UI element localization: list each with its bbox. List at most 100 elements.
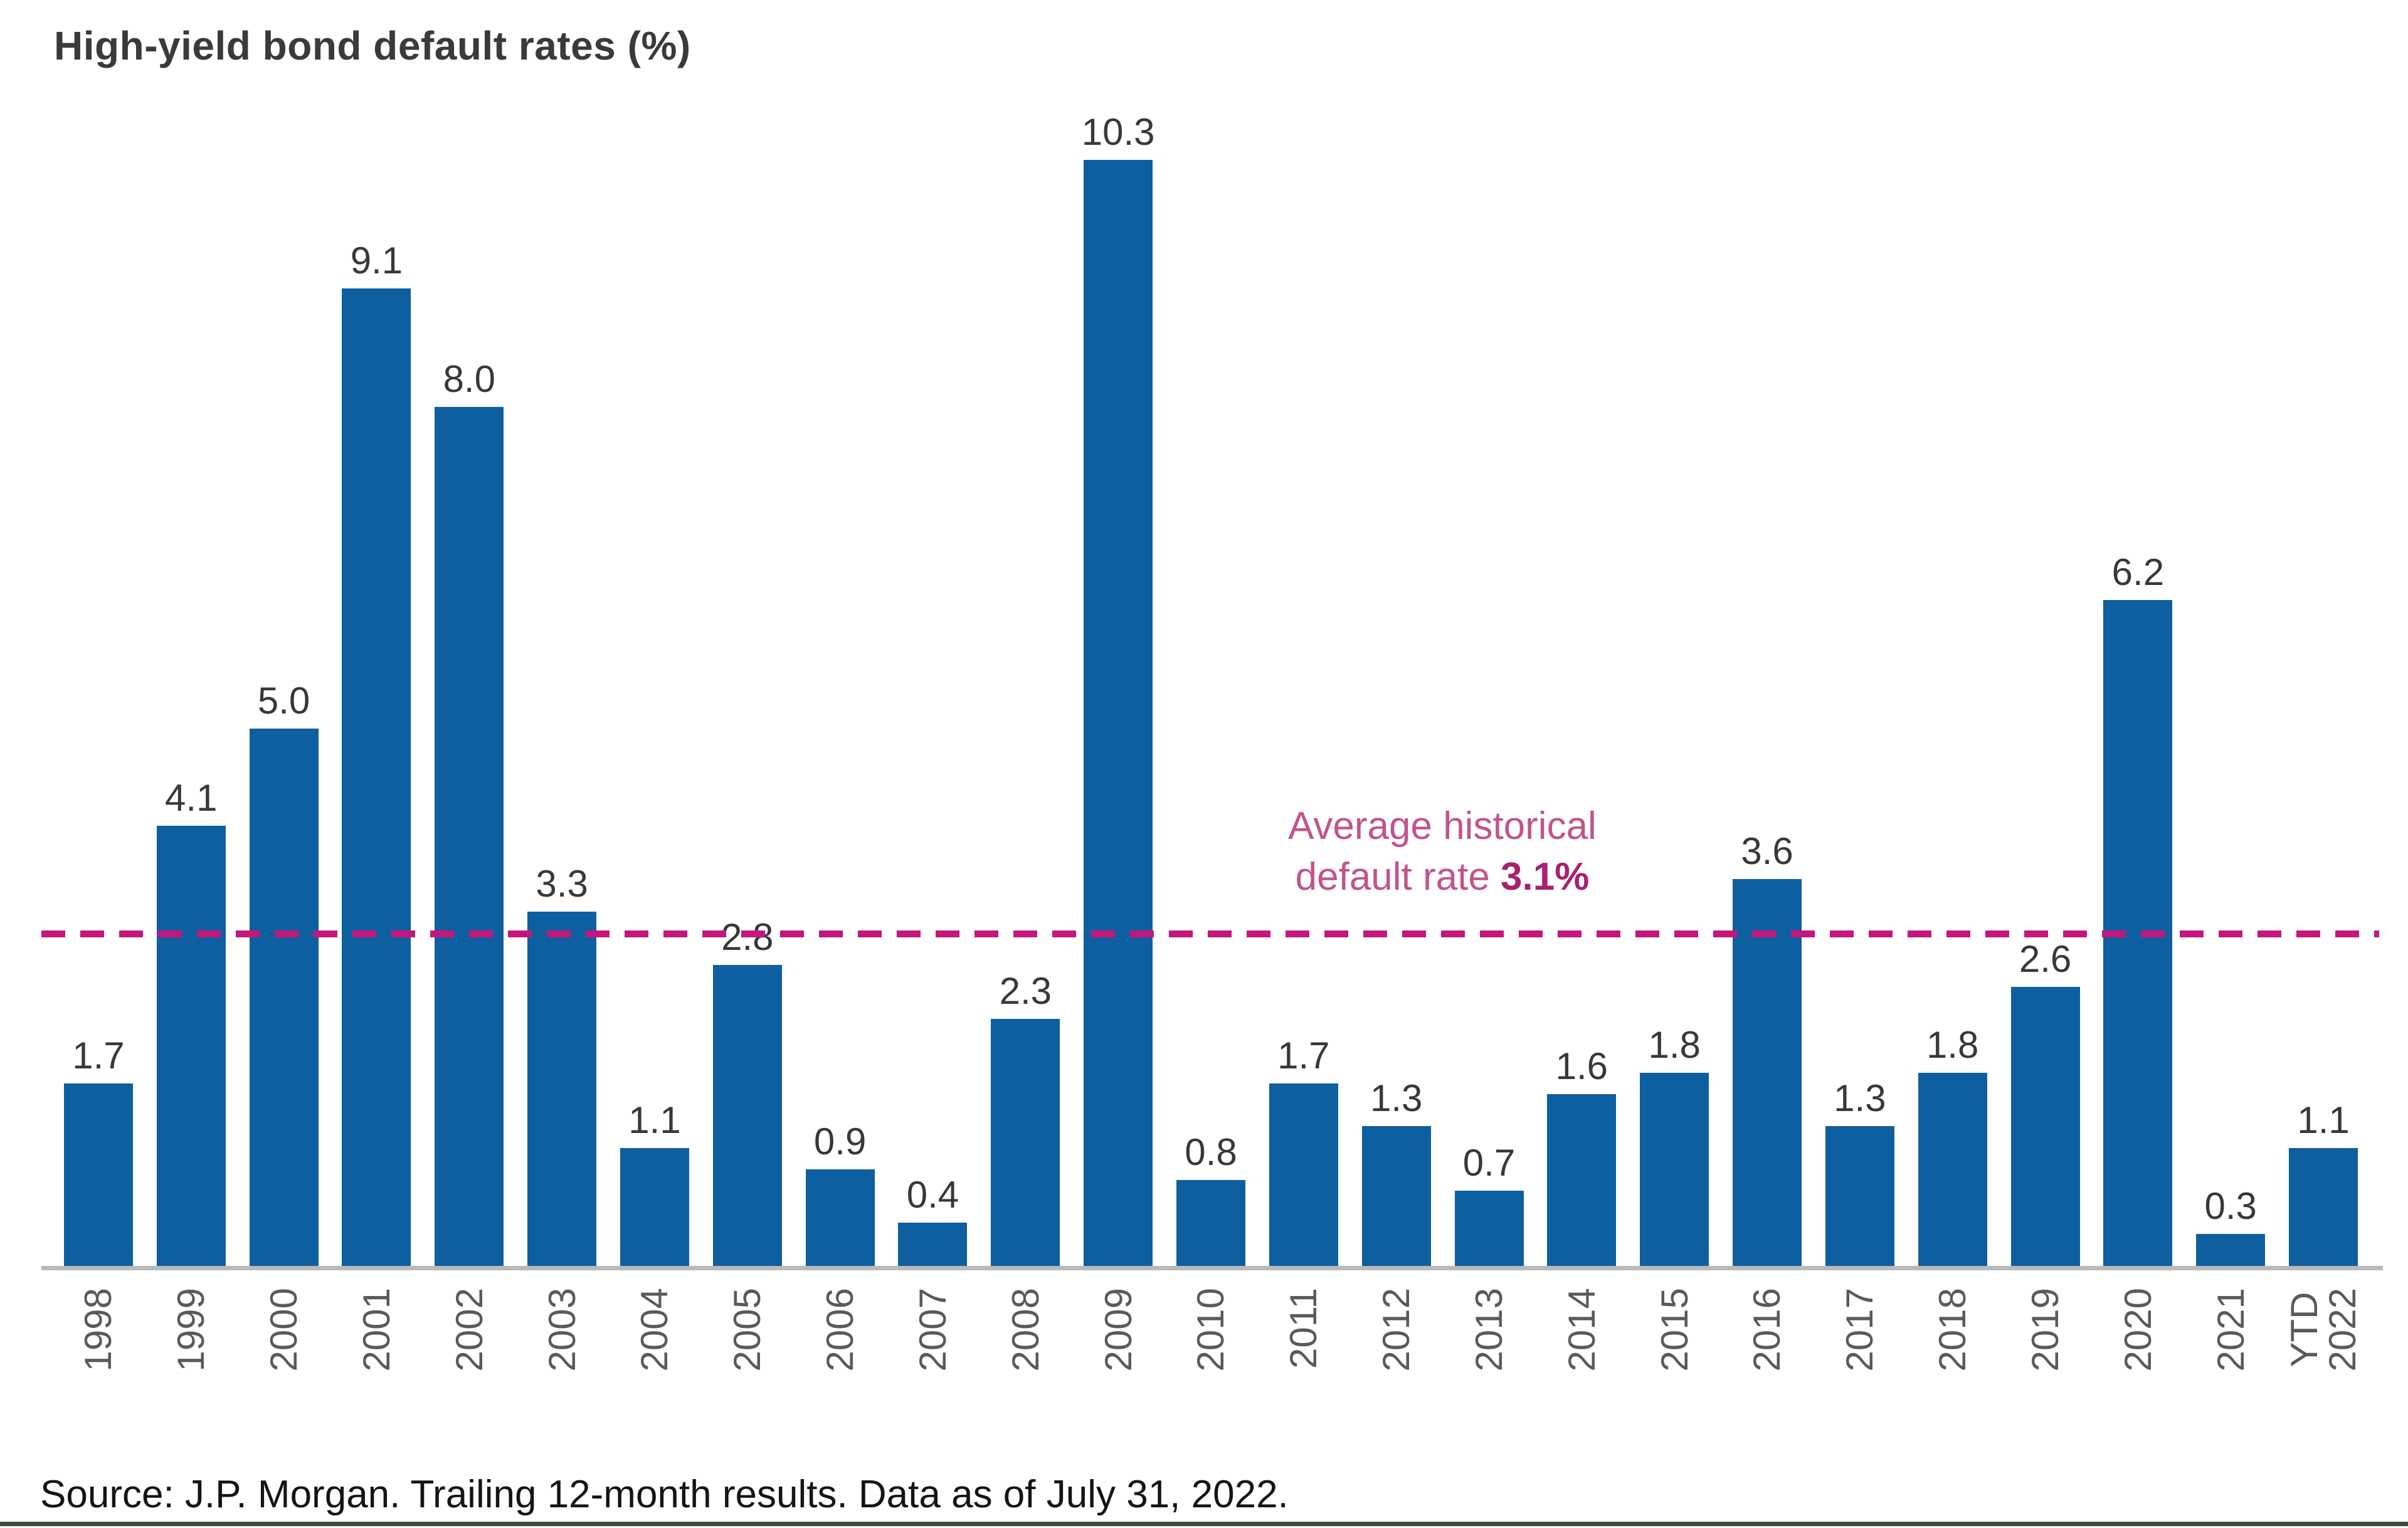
bar-slot: 5.0 [238,0,330,1266]
bar [1176,1180,1245,1266]
x-axis-label-text: 2020 [2116,1288,2159,1372]
bar-slot: 1.7 [1257,0,1350,1266]
x-axis-label: 2003 [515,1288,608,1501]
x-axis-label-text: 2019 [2024,1288,2066,1372]
average-rate-dashed-line [41,930,2379,937]
x-axis-label: YTD 2022 [2277,1288,2370,1501]
bar-value-label: 0.7 [1462,1142,1516,1184]
bar-value-label: 0.4 [906,1174,959,1216]
bar [898,1223,968,1266]
bar [156,826,226,1266]
x-axis-label-text: 2013 [1467,1288,1510,1372]
bar [991,1019,1060,1266]
bar-value-label: 1.6 [1555,1045,1608,1087]
bar-slot: 0.9 [794,0,887,1266]
bar-value-label: 5.0 [257,680,310,722]
bar-value-label: 1.3 [1370,1077,1423,1119]
bar-value-label: 8.0 [443,358,495,400]
bar-slot: 2.6 [1999,0,2092,1266]
bar [712,965,782,1266]
bar [1084,160,1153,1266]
bar-slot: 0.8 [1164,0,1257,1266]
x-axis-label: 2017 [1814,1288,1906,1501]
x-axis-label: 2013 [1443,1288,1536,1501]
bar-slot: 6.2 [2091,0,2184,1266]
bar-slot: 1.8 [1906,0,1999,1266]
x-axis-label: 2000 [238,1288,330,1501]
x-axis-label-text: 2004 [633,1288,676,1372]
x-axis-label: 2009 [1072,1288,1164,1501]
bar-value-label: 1.1 [628,1099,681,1141]
annotation-line1: Average historical [1288,804,1597,848]
x-axis-label: 2008 [979,1288,1072,1501]
x-axis-label: 2001 [330,1288,423,1501]
bar-value-label: 1.1 [2297,1099,2350,1141]
bar [1733,879,1802,1266]
x-axis-label: 1998 [52,1288,145,1501]
x-axis-label: 2015 [1628,1288,1721,1501]
bar [1454,1191,1524,1266]
bar-value-label: 0.9 [813,1120,867,1162]
bar-slot: 1.3 [1350,0,1443,1266]
x-axis-label-text: YTD 2022 [2283,1288,2364,1372]
bar-slot: 1.8 [1628,0,1721,1266]
x-axis-label: 2021 [2184,1288,2277,1501]
x-axis-label: 2012 [1350,1288,1443,1501]
x-axis-label: 2020 [2091,1288,2184,1501]
bar [1640,1073,1709,1266]
bar-slot: 1.1 [2277,0,2370,1266]
bar-slot: 1.6 [1535,0,1628,1266]
x-axis-label-text: 2005 [726,1288,769,1372]
bar [2010,987,2080,1266]
bar-slot: 0.4 [887,0,980,1266]
bar-slot: 10.3 [1072,0,1164,1266]
bar-slot: 3.6 [1721,0,1814,1266]
bar [342,288,411,1266]
x-axis-label-text: 2002 [448,1288,490,1372]
bar-slot: 1.3 [1814,0,1906,1266]
bar [2196,1234,2266,1266]
bar-value-label: 3.6 [1741,830,1793,872]
bar-slot: 9.1 [330,0,423,1266]
bar [1825,1126,1894,1266]
x-axis-label-text: 2018 [1931,1288,1974,1372]
x-axis-label: 2019 [1999,1288,2092,1501]
x-axis-label: 2016 [1721,1288,1814,1501]
x-axis-label-text: 2011 [1282,1288,1325,1369]
bar [2289,1148,2358,1266]
bar-value-label: 1.8 [1926,1024,1979,1066]
x-axis-label: 2002 [423,1288,515,1501]
x-axis-label: 2007 [887,1288,980,1501]
bar-value-label: 2.6 [2019,938,2072,980]
bar [63,1083,133,1266]
x-axis-label-text: 2017 [1839,1288,1881,1372]
bar-slot: 4.1 [145,0,238,1266]
bar [527,912,597,1266]
x-axis-label-text: 2016 [1746,1288,1788,1372]
bar-value-label: 2.3 [999,970,1052,1012]
x-axis-label-text: 2008 [1004,1288,1047,1372]
bar-value-label: 0.3 [2204,1185,2257,1227]
bar [1361,1126,1431,1266]
x-axis-label-text: 1999 [170,1288,213,1372]
bar-value-label: 3.3 [536,863,588,905]
x-axis-label: 1999 [145,1288,238,1501]
x-axis-label-text: 2015 [1653,1288,1696,1372]
bar [620,1148,689,1266]
x-axis-label-text: 2021 [2209,1288,2252,1372]
x-axis-label: 2005 [701,1288,794,1501]
x-axis-label: 2014 [1535,1288,1628,1501]
bar [1547,1094,1617,1266]
x-axis-label-text: 2003 [541,1288,583,1372]
bottom-rule [0,1522,2408,1526]
bar-value-label: 1.7 [1277,1035,1330,1077]
bar-value-label: 1.7 [72,1035,125,1077]
x-axis-label: 2018 [1906,1288,1999,1501]
bar [435,407,504,1266]
bar-slot: 1.7 [52,0,145,1266]
bar [805,1169,875,1266]
average-rate-annotation: Average historical default rate 3.1% [1191,801,1693,902]
bar-slot: 8.0 [423,0,515,1266]
